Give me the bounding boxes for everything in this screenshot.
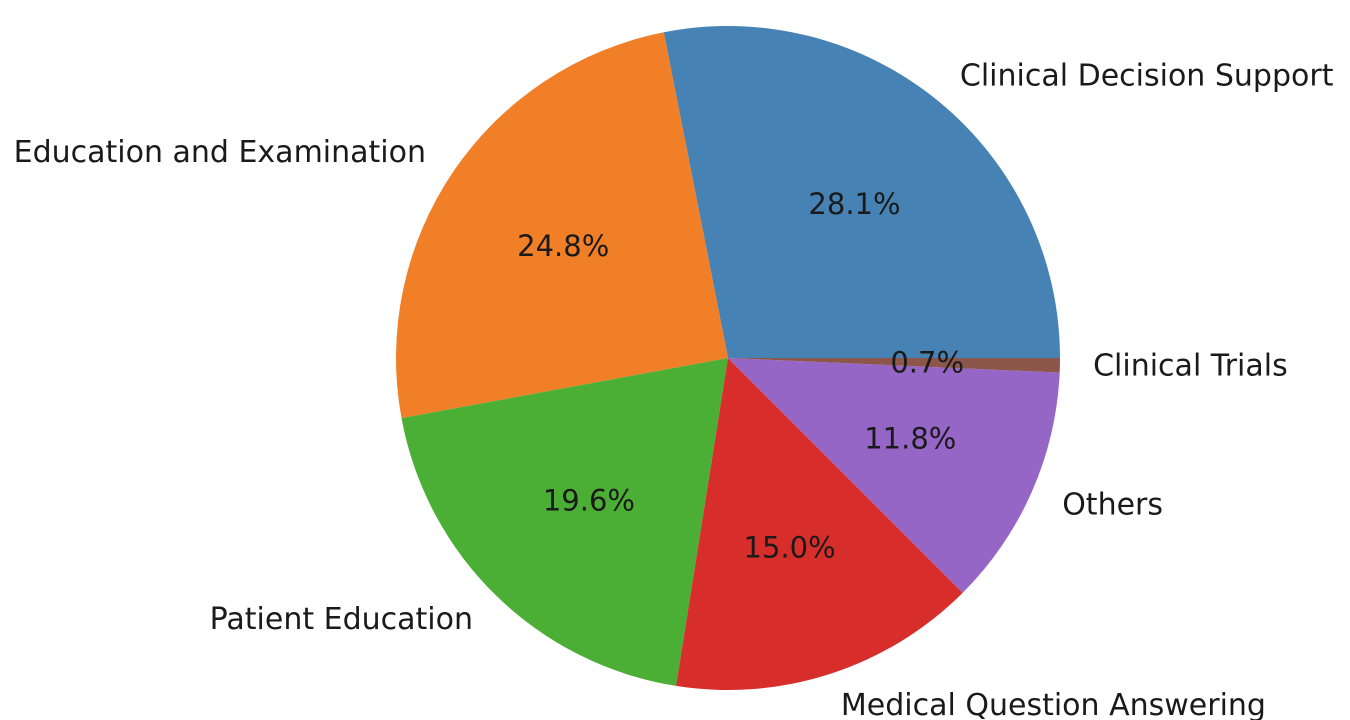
slice-label: Patient Education (210, 602, 473, 637)
slice-label: Clinical Trials (1093, 349, 1288, 384)
labels-group: Clinical Decision Support 28.1% Education … (14, 58, 1334, 720)
slice-label: Clinical Decision Support (960, 58, 1334, 93)
slice-percent-label: 11.8% (864, 421, 956, 455)
slice-percent-label: 0.7% (890, 345, 964, 379)
slice-label: Education and Examination (14, 135, 426, 170)
pie-slice (396, 32, 728, 419)
slice-percent-label: 24.8% (517, 229, 609, 263)
slice-percent-label: 15.0% (744, 531, 836, 565)
slice-percent-label: 28.1% (808, 187, 900, 221)
slice-label: Medical Question Answering (841, 688, 1266, 720)
slice-label: Others (1062, 488, 1163, 523)
pie-slice (728, 358, 1060, 593)
pie-slice (728, 358, 1060, 373)
slice-percent-label: 19.6% (543, 484, 635, 518)
pie-slice (401, 358, 728, 686)
slices-group (396, 26, 1060, 690)
pie-slice (663, 26, 1060, 358)
pie-slice (676, 358, 963, 690)
